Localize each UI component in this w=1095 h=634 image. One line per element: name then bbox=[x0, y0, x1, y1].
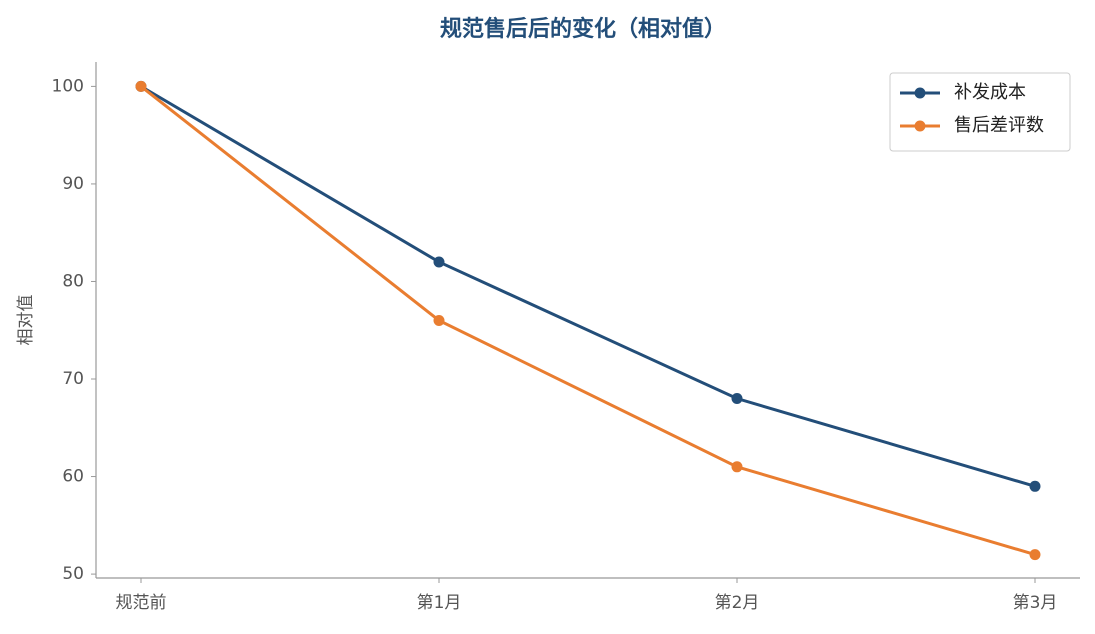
legend-label: 补发成本 bbox=[954, 82, 1026, 103]
point bbox=[135, 80, 147, 92]
x-tick-label: 第1月 bbox=[417, 593, 462, 613]
point bbox=[731, 393, 743, 405]
series-line bbox=[140, 85, 1036, 557]
y-tick-label: 70 bbox=[62, 369, 84, 389]
point bbox=[433, 314, 445, 326]
x-tick-label: 第3月 bbox=[1013, 593, 1058, 613]
y-tick-label: 90 bbox=[62, 174, 84, 194]
y-tick-label: 80 bbox=[62, 271, 84, 291]
y-tick-label: 100 bbox=[52, 76, 84, 96]
x-tick-label: 规范前 bbox=[116, 593, 167, 613]
point bbox=[731, 461, 743, 473]
legend-label: 售后差评数 bbox=[954, 115, 1044, 136]
point bbox=[433, 256, 445, 268]
y-axis-label: 相对值 bbox=[16, 295, 36, 346]
point bbox=[1029, 480, 1041, 492]
legend-marker bbox=[914, 87, 926, 99]
legend-marker bbox=[914, 120, 926, 132]
y-tick-label: 50 bbox=[62, 564, 84, 584]
series-line bbox=[140, 85, 1036, 488]
y-tick-label: 60 bbox=[62, 467, 84, 487]
x-tick-label: 第2月 bbox=[715, 593, 760, 613]
chart-title: 规范售后后的变化（相对值） bbox=[440, 16, 726, 42]
point bbox=[1029, 549, 1041, 561]
